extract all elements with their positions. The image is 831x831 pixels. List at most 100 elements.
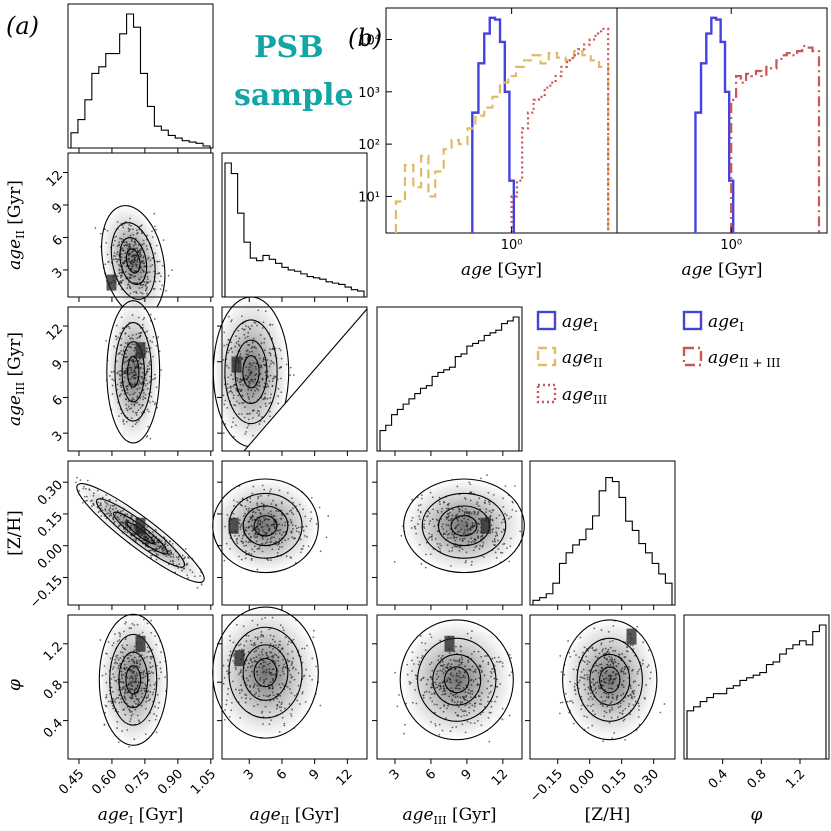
- scatter-point: [81, 501, 84, 504]
- scatter-point: [510, 657, 512, 659]
- density-core: [231, 356, 242, 373]
- density-core: [444, 635, 455, 652]
- xlabel-ZH: [Z/H]: [585, 805, 631, 825]
- density-blob: [212, 607, 319, 739]
- y-tick-label: 6: [50, 393, 66, 409]
- scatter-point: [223, 718, 226, 721]
- density-panel-4-0: [68, 613, 213, 759]
- x-tick-label: 9: [307, 767, 323, 783]
- title-line-2: sample: [234, 78, 354, 113]
- density-panel-1-0: [68, 153, 213, 317]
- title-line-1: PSB: [254, 30, 324, 65]
- ylabel-ZH: [Z/H]: [5, 510, 25, 556]
- density-frame-4-0: [67, 614, 214, 760]
- y-tick-label: 12: [44, 168, 66, 190]
- scatter-point: [105, 339, 108, 342]
- y-tick-label: 12: [44, 321, 66, 343]
- contour-line-1: [562, 619, 658, 741]
- scatter-point: [663, 703, 666, 705]
- contour-line-2: [95, 498, 186, 568]
- scatter-point: [162, 239, 165, 242]
- xlabel-phi: φ: [751, 805, 763, 825]
- panel-b-layer: 10¹ 10² 10³ 10⁴ 10⁰ age [Gyr] 10⁰ age [Gyr]: [358, 7, 828, 280]
- legend-left-ageIII-swatch: [536, 383, 557, 404]
- b-x-tick-label: 10⁰: [720, 238, 742, 253]
- density-frame-2-1: [221, 306, 368, 452]
- legend-right-ageI-label: ageI: [708, 312, 744, 334]
- density-frame-4-2: [376, 614, 523, 760]
- scatter-point: [488, 740, 491, 743]
- scatter-point: [75, 481, 77, 484]
- x-tick-label: 3: [387, 767, 403, 783]
- scatter-point: [561, 701, 564, 704]
- series-age_II: [394, 50, 610, 233]
- scatter-point: [289, 374, 292, 377]
- x-tick-label: 12: [333, 767, 355, 789]
- x-tick-label: 0.60: [89, 767, 120, 798]
- density-frame-3-2: [376, 460, 523, 606]
- scatter-point: [420, 563, 423, 565]
- scatter-point: [411, 498, 413, 501]
- series-age_I: [694, 16, 735, 233]
- legend-left-ageI-label: ageI: [562, 312, 598, 334]
- legend-left-ageIII-label: ageIII: [562, 385, 608, 407]
- scatter-point: [310, 496, 313, 499]
- density-blob: [403, 479, 525, 573]
- x-tick-label: 9: [459, 767, 475, 783]
- contour-line-3: [242, 505, 289, 547]
- ylabel-ageII: ageII [Gyr]: [5, 180, 27, 270]
- scatter-point: [157, 336, 160, 338]
- scatter-point: [79, 479, 82, 481]
- contour-line-4: [253, 657, 278, 688]
- x-tick-label: 6: [423, 767, 439, 783]
- density-panel-3-0: [68, 461, 213, 605]
- hist-frame-3: [376, 306, 523, 452]
- scatter-point: [153, 225, 156, 228]
- scatter-point: [403, 732, 405, 735]
- scatter-point: [184, 548, 187, 550]
- scatter-point: [480, 477, 482, 480]
- density-panel-2-0: [68, 300, 213, 451]
- scatter-point: [319, 704, 322, 707]
- density-core: [135, 342, 146, 359]
- scatter-point: [165, 289, 167, 292]
- scatter-point: [167, 274, 170, 277]
- density-core: [626, 628, 637, 645]
- xlabel-ageI: ageI [Gyr]: [98, 805, 183, 827]
- b-x-tick-label: 10⁰: [501, 238, 523, 253]
- density-frame-4-1: [221, 614, 368, 760]
- contour-line-3: [432, 653, 482, 706]
- x-tick-label: 0.30: [631, 767, 662, 798]
- scatter-point: [560, 671, 563, 673]
- hist-frame-1: [67, 3, 214, 149]
- contour-line-2: [109, 633, 158, 726]
- scatter-point: [508, 653, 511, 656]
- contour-line-4: [127, 355, 140, 388]
- scatter-point: [424, 566, 427, 569]
- contour-line-4: [599, 666, 621, 694]
- contour-line-4: [125, 665, 142, 695]
- scatter-point: [160, 369, 163, 371]
- series-age_III: [510, 27, 610, 233]
- x-tick-label: 0.15: [599, 767, 630, 798]
- contour-line-4: [242, 355, 260, 389]
- legend-left-ageI-swatch: [536, 310, 557, 331]
- panel-b-frame: [616, 7, 828, 234]
- y-tick-label: 6: [50, 233, 66, 249]
- density-panel-3-1: [212, 461, 367, 605]
- scatter-point: [394, 671, 396, 674]
- scatter-point: [559, 701, 562, 704]
- y-tick-label: 0.30: [35, 478, 66, 509]
- x-tick-label: −0.15: [527, 767, 566, 806]
- y-tick-label: 0.00: [35, 541, 66, 572]
- scatter-point: [567, 640, 569, 642]
- scatter-point: [150, 619, 153, 622]
- x-tick-label: 0.90: [155, 767, 186, 798]
- contour-line-1: [106, 300, 161, 444]
- scatter-point: [222, 432, 225, 435]
- contour-line-1: [98, 613, 168, 746]
- legend-right-ageI-swatch: [682, 310, 703, 331]
- scatter-point: [508, 714, 511, 717]
